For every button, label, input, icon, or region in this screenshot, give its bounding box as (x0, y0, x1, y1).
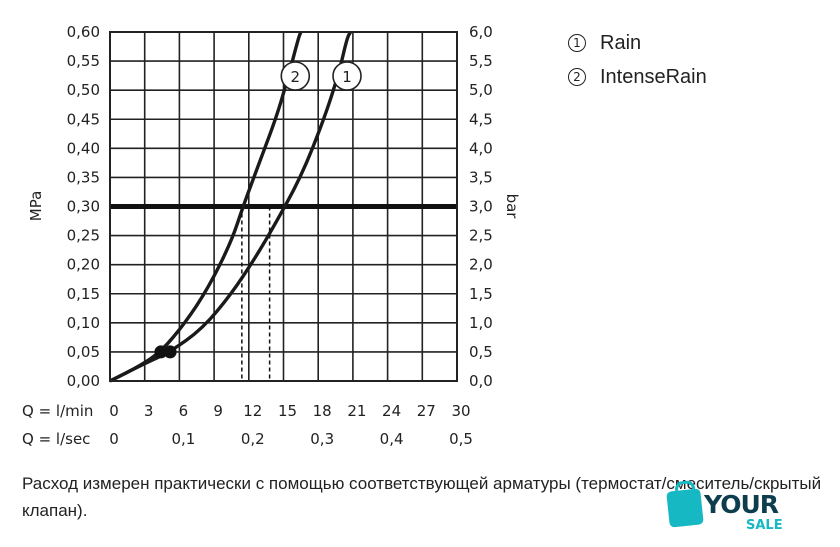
y2-tick-label: 3,5 (469, 168, 493, 186)
y2-tick-label: 4,0 (469, 139, 493, 157)
x-secondary-tick-label: 0 (109, 430, 119, 448)
y-tick-label: 0,00 (67, 372, 100, 390)
y2-tick-label: 2,0 (469, 256, 493, 274)
x-secondary-tick-label: 0,3 (310, 430, 334, 448)
x-tick-label: 12 (243, 402, 262, 420)
y2-tick-label: 0,5 (469, 343, 493, 361)
plot-border (109, 31, 458, 382)
yoursale-logo: YOUR SALE (664, 488, 794, 536)
legend: 1 Rain 2 IntenseRain (568, 26, 707, 94)
y-tick-label: 0,40 (67, 139, 100, 157)
y-tick-label: 0,05 (67, 343, 100, 361)
chart-frame (109, 31, 458, 382)
y2-tick-label: 0,0 (469, 372, 493, 390)
x-secondary-tick-label: 0,2 (241, 430, 265, 448)
curve-label-badge-2 (280, 61, 311, 91)
x-axis-unit-label: Q = l/min (22, 402, 93, 420)
y2-axis-ticks: 0,0 0,5 1,0 1,5 2,0 2,5 3,0 3,5 4,0 4,5 5,0 5,5 6,0 (469, 23, 493, 390)
legend-item-rain: 1 Rain (568, 26, 707, 60)
x-secondary-tick-label: 0,1 (171, 430, 195, 448)
x-tick-label: 9 (213, 402, 223, 420)
legend-number-badge: 1 (568, 34, 586, 52)
y2-tick-label: 3,0 (469, 198, 493, 216)
y2-axis-title: bar (503, 194, 521, 220)
x-tick-label: 6 (179, 402, 189, 420)
legend-number-badge: 2 (568, 68, 586, 86)
legend-label: IntenseRain (600, 65, 707, 88)
x-tick-label: 21 (347, 402, 366, 420)
legend-item-intenserain: 2 IntenseRain (568, 60, 707, 94)
y-tick-label: 0,55 (67, 52, 100, 70)
y-tick-label: 0,30 (67, 198, 100, 216)
y-tick-label: 0,20 (67, 256, 100, 274)
y-tick-label: 0,15 (67, 285, 100, 303)
y2-tick-label: 1,5 (469, 285, 493, 303)
y2-tick-label: 1,0 (469, 314, 493, 332)
y-tick-label: 0,50 (67, 81, 100, 99)
chart-curves: 12 (109, 31, 362, 383)
curve-1 (109, 31, 353, 383)
curve-label-2: 2 (291, 68, 301, 86)
y-tick-label: 0,25 (67, 227, 100, 245)
x-secondary-tick-label: 0,5 (449, 430, 473, 448)
curve-label-1: 1 (342, 68, 352, 86)
legend-label: Rain (600, 31, 642, 54)
y-tick-label: 0,60 (67, 23, 100, 41)
y2-tick-label: 5,5 (469, 52, 493, 70)
y-axis-ticks: 0,00 0,05 0,10 0,15 0,20 0,25 0,30 0,35 0,40 0,45… (67, 23, 100, 390)
marker-point-2 (154, 345, 168, 359)
x-secondary-axis-ticks: 0 0,1 0,2 0,3 0,4 0,5 (109, 430, 473, 448)
y2-tick-label: 2,5 (469, 227, 493, 245)
y2-tick-label: 5,0 (469, 81, 493, 99)
curve-label-badge-1 (332, 61, 362, 91)
marker-point-1 (163, 345, 177, 359)
x-tick-label: 27 (417, 402, 436, 420)
flow-pressure-chart: 12 0,000,050,100,150,200,250,300,350,400… (22, 23, 521, 448)
y-tick-label: 0,10 (67, 314, 100, 332)
x-tick-label: 0 (109, 402, 119, 420)
shopping-bag-icon (666, 488, 704, 528)
y2-tick-label: 4,5 (469, 110, 493, 128)
logo-word-secondary: SALE (746, 518, 783, 533)
x-tick-label: 18 (313, 402, 332, 420)
logo-word-primary: YOUR (704, 490, 779, 519)
x-tick-label: 15 (278, 402, 297, 420)
y-axis-title: MPa (27, 191, 45, 222)
x-axis-ticks: 0 3 6 9 12 15 18 21 24 27 30 (109, 402, 470, 420)
x-tick-label: 30 (451, 402, 470, 420)
y2-tick-label: 6,0 (469, 23, 493, 41)
x-secondary-axis-unit-label: Q = l/sec (22, 430, 90, 448)
x-secondary-tick-label: 0,4 (380, 430, 404, 448)
y-tick-label: 0,45 (67, 110, 100, 128)
y-tick-label: 0,35 (67, 168, 100, 186)
x-tick-label: 24 (382, 402, 401, 420)
x-tick-label: 3 (144, 402, 154, 420)
caption-text: Расход измерен практически с помощью соо… (22, 474, 822, 520)
